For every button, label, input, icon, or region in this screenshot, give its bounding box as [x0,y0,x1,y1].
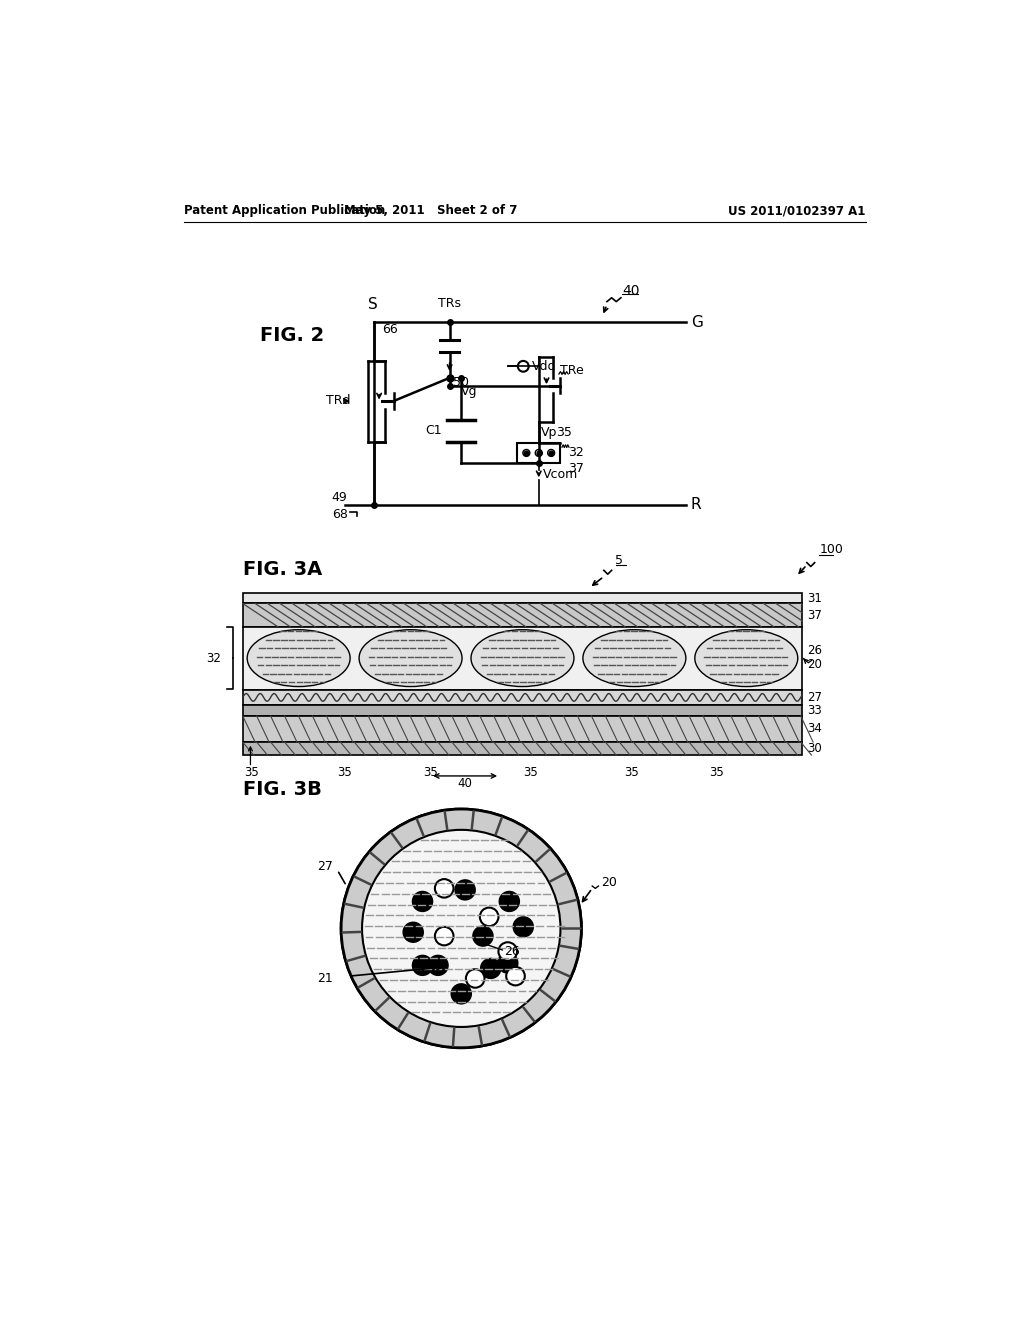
Text: TRs: TRs [438,297,461,310]
Bar [243,742,802,755]
Text: 35: 35 [523,766,539,779]
Text: Vdd: Vdd [531,360,556,372]
Text: 34: 34 [807,722,822,735]
Circle shape [455,880,475,900]
Text: FIG. 2: FIG. 2 [260,326,324,345]
Circle shape [341,809,582,1048]
Circle shape [452,983,471,1003]
Circle shape [466,969,484,987]
Text: May 5, 2011   Sheet 2 of 7: May 5, 2011 Sheet 2 of 7 [344,205,517,218]
Text: 35: 35 [710,766,724,779]
Circle shape [500,891,519,911]
Text: 27: 27 [807,690,822,704]
Ellipse shape [695,630,798,686]
Text: 35: 35 [625,766,639,779]
Text: FIG. 3B: FIG. 3B [243,780,322,800]
Text: 35: 35 [423,766,437,779]
Bar [243,690,802,705]
Text: R: R [690,498,701,512]
Text: 27: 27 [317,861,334,874]
Text: Vp: Vp [541,426,557,440]
Circle shape [480,908,499,927]
Text: C1: C1 [425,425,442,437]
Text: 37: 37 [807,609,822,622]
Ellipse shape [359,630,462,686]
Text: TRe: TRe [560,363,585,376]
Ellipse shape [471,630,574,686]
Circle shape [498,953,518,973]
Circle shape [428,956,449,975]
Circle shape [513,917,534,937]
Text: 20: 20 [601,875,616,888]
Ellipse shape [583,630,686,686]
Text: 37: 37 [568,462,584,475]
Circle shape [480,958,501,978]
Text: G: G [690,315,702,330]
Text: 35: 35 [556,426,571,440]
Text: 31: 31 [807,591,822,605]
Circle shape [341,809,582,1048]
Text: 66: 66 [382,323,398,335]
Text: TRd: TRd [326,395,350,408]
Text: 35: 35 [245,766,259,779]
Text: 68: 68 [332,508,348,520]
Circle shape [413,956,432,975]
Circle shape [403,923,423,942]
Circle shape [435,879,454,898]
Text: 35: 35 [338,766,352,779]
Text: Vcom: Vcom [543,467,578,480]
Bar [517,444,560,462]
Text: 32: 32 [568,446,584,459]
Text: US 2011/0102397 A1: US 2011/0102397 A1 [728,205,866,218]
Text: 50: 50 [454,376,469,388]
Bar [243,627,802,689]
Circle shape [362,830,560,1027]
Text: 40: 40 [623,284,640,298]
Text: S: S [368,297,378,313]
Text: 32: 32 [206,652,221,665]
Text: 20: 20 [807,657,822,671]
Text: 5: 5 [615,553,624,566]
Text: 21: 21 [317,972,334,985]
Text: 49: 49 [332,491,347,504]
Text: FIG. 3A: FIG. 3A [243,560,322,579]
Bar [243,715,802,742]
Text: Vg: Vg [461,385,478,399]
Bar [243,603,802,627]
Circle shape [473,927,493,946]
Circle shape [506,966,524,986]
Bar [243,594,802,603]
Text: 100: 100 [819,544,843,557]
Ellipse shape [247,630,350,686]
Text: 33: 33 [807,704,821,717]
Bar [243,705,802,715]
Circle shape [435,927,454,945]
Text: Patent Application Publication: Patent Application Publication [183,205,385,218]
Text: 26: 26 [504,945,519,958]
Circle shape [413,891,432,911]
Circle shape [499,942,517,961]
Text: 26: 26 [807,644,822,657]
Text: 30: 30 [807,742,821,755]
Text: 40: 40 [458,777,472,791]
